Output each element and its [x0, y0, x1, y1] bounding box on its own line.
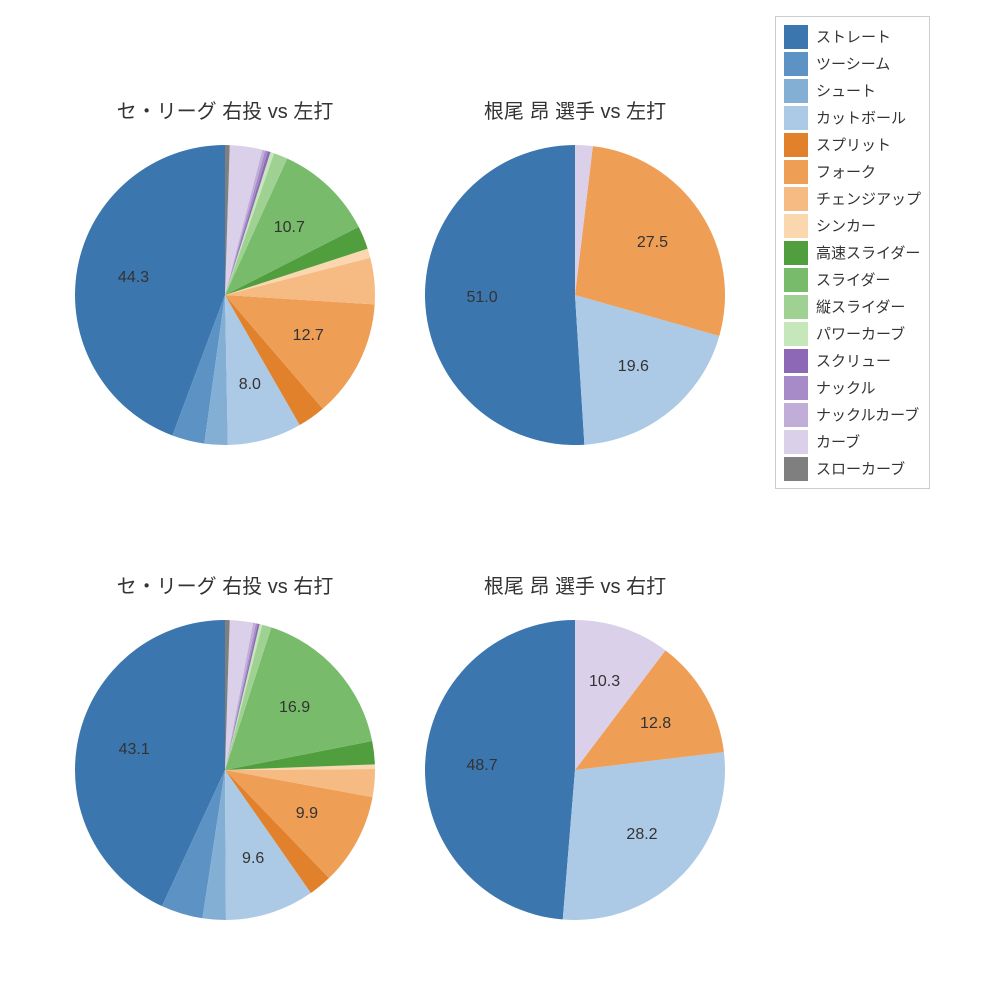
legend-swatch — [784, 187, 808, 211]
pie-slice-cut_ball — [563, 752, 725, 920]
legend-swatch — [784, 430, 808, 454]
legend-label: ストレート — [816, 26, 891, 47]
pie-chart-tr: 51.019.627.5 — [425, 145, 725, 445]
legend-label: シュート — [816, 80, 876, 101]
legend-swatch — [784, 79, 808, 103]
legend-item-cut_ball: カットボール — [784, 104, 921, 131]
legend-item-knuckle: ナックル — [784, 374, 921, 401]
chart-title-bl: セ・リーグ 右投 vs 右打 — [117, 570, 334, 599]
legend-label: ツーシーム — [816, 53, 890, 74]
legend-label: スプリット — [816, 134, 891, 155]
pie-svg — [425, 620, 725, 920]
legend-swatch — [784, 376, 808, 400]
legend-swatch — [784, 52, 808, 76]
legend-swatch — [784, 133, 808, 157]
legend-swatch — [784, 214, 808, 238]
pie-chart-br: 48.728.212.810.3 — [425, 620, 725, 920]
legend-label: カーブ — [816, 431, 860, 452]
pie-chart-bl: 43.19.69.916.9 — [75, 620, 375, 920]
legend-swatch — [784, 241, 808, 265]
legend-item-fast_slider: 高速スライダー — [784, 239, 921, 266]
chart-title-br: 根尾 昂 選手 vs 右打 — [484, 570, 666, 599]
legend-item-screw: スクリュー — [784, 347, 921, 374]
pie-slice-straight — [425, 620, 575, 919]
legend-item-sinker: シンカー — [784, 212, 921, 239]
chart-title-tl: セ・リーグ 右投 vs 左打 — [117, 95, 334, 124]
legend-label: スライダー — [816, 269, 890, 290]
legend-label: 高速スライダー — [816, 242, 920, 263]
legend-label: シンカー — [816, 215, 876, 236]
legend-item-two_seam: ツーシーム — [784, 50, 921, 77]
legend-item-vert_slider: 縦スライダー — [784, 293, 921, 320]
legend-label: パワーカーブ — [816, 323, 905, 344]
legend-swatch — [784, 295, 808, 319]
legend-item-knuckle_curve: ナックルカーブ — [784, 401, 921, 428]
legend-label: ナックル — [816, 377, 876, 398]
legend-swatch — [784, 403, 808, 427]
legend-label: ナックルカーブ — [816, 404, 919, 425]
legend-item-slow_curve: スローカーブ — [784, 455, 921, 482]
legend-label: フォーク — [816, 161, 876, 182]
legend-label: チェンジアップ — [816, 188, 921, 209]
legend: ストレートツーシームシュートカットボールスプリットフォークチェンジアップシンカー… — [775, 16, 930, 489]
legend-label: スローカーブ — [816, 458, 905, 479]
legend-item-straight: ストレート — [784, 23, 921, 50]
legend-label: スクリュー — [816, 350, 891, 371]
legend-swatch — [784, 106, 808, 130]
legend-item-changeup: チェンジアップ — [784, 185, 921, 212]
legend-swatch — [784, 25, 808, 49]
legend-item-fork: フォーク — [784, 158, 921, 185]
legend-label: 縦スライダー — [816, 296, 905, 317]
legend-swatch — [784, 322, 808, 346]
pie-slice-straight — [425, 145, 584, 445]
legend-item-shoot: シュート — [784, 77, 921, 104]
legend-label: カットボール — [816, 107, 906, 128]
legend-swatch — [784, 349, 808, 373]
legend-item-split: スプリット — [784, 131, 921, 158]
legend-item-curve: カーブ — [784, 428, 921, 455]
legend-item-slider: スライダー — [784, 266, 921, 293]
legend-swatch — [784, 457, 808, 481]
figure: セ・リーグ 右投 vs 左打 44.38.012.710.7 根尾 昂 選手 vs … — [0, 0, 1000, 1000]
chart-title-tr: 根尾 昂 選手 vs 左打 — [484, 95, 666, 124]
legend-item-power_curve: パワーカーブ — [784, 320, 921, 347]
pie-svg — [75, 145, 375, 445]
legend-swatch — [784, 160, 808, 184]
pie-svg — [425, 145, 725, 445]
legend-swatch — [784, 268, 808, 292]
pie-svg — [75, 620, 375, 920]
pie-chart-tl: 44.38.012.710.7 — [75, 145, 375, 445]
